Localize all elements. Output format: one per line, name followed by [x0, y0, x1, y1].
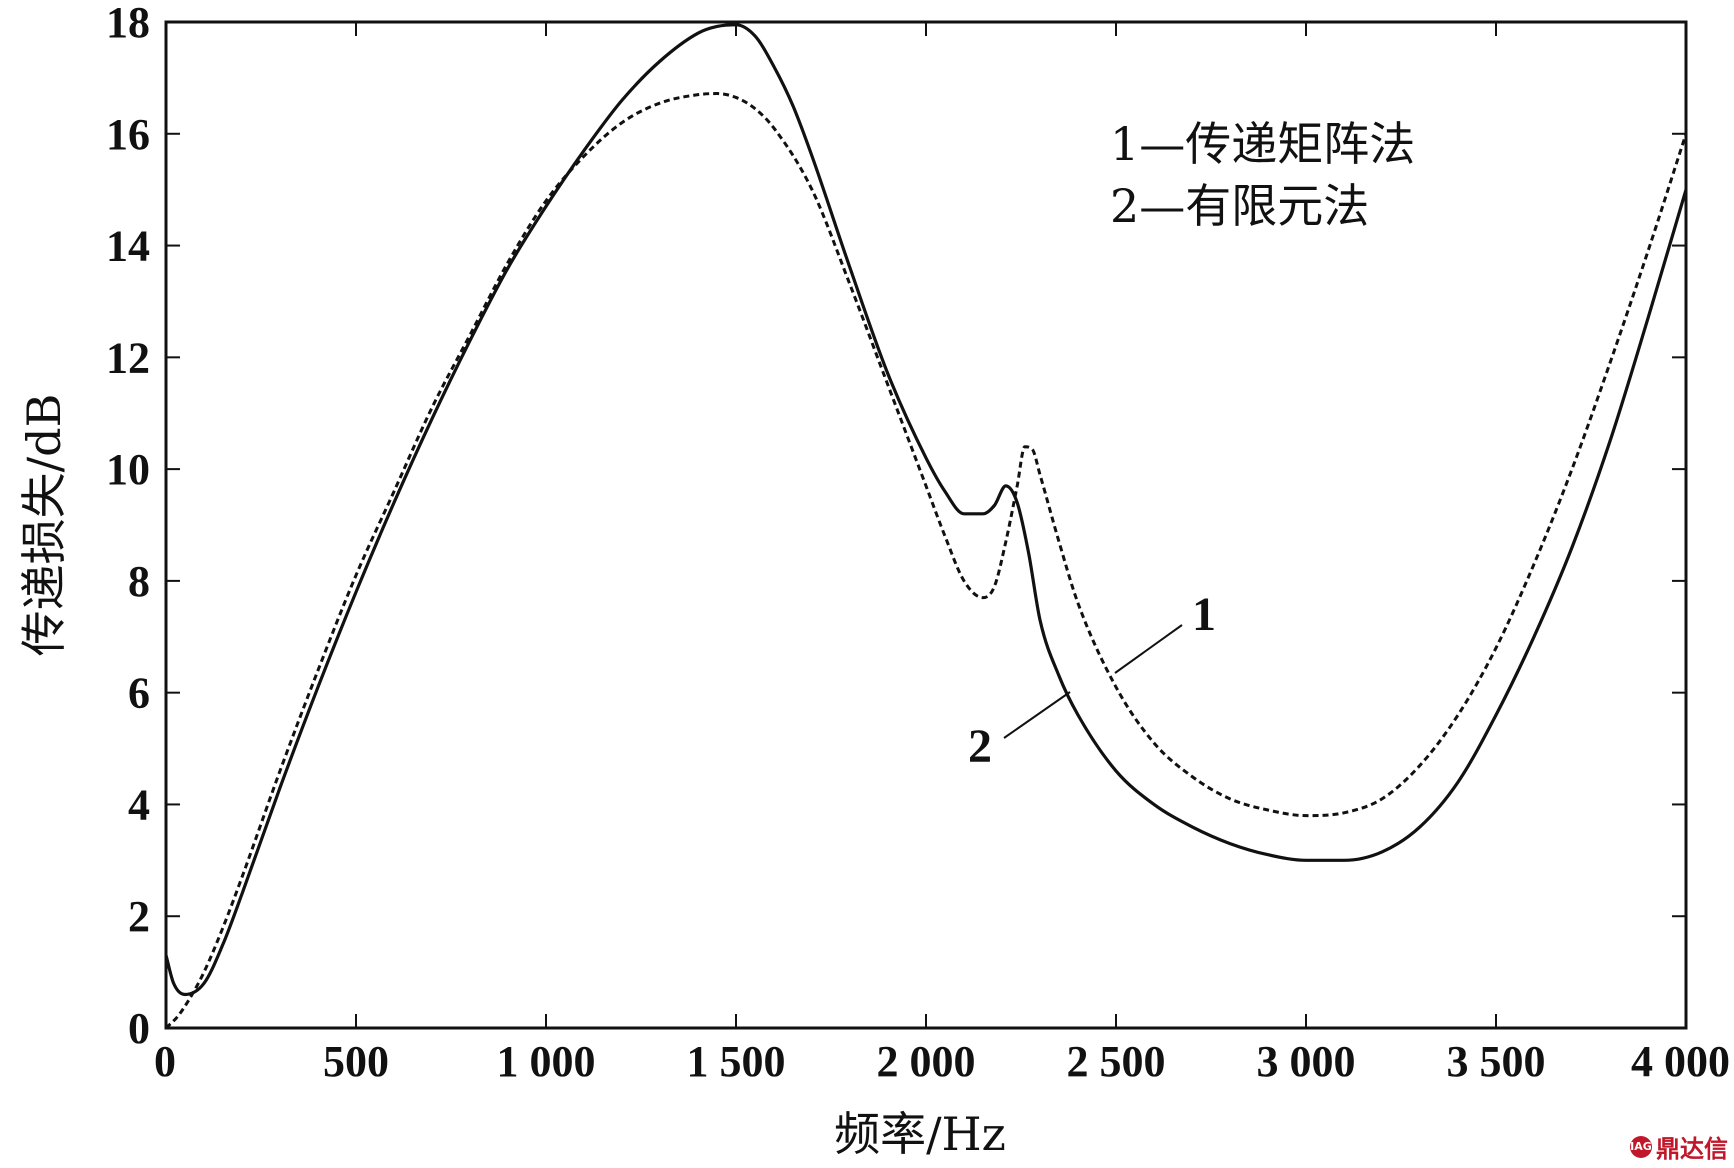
- annotation-label-1: 1: [1192, 588, 1216, 641]
- annotation-leader-2: [1003, 691, 1071, 739]
- x-axis-title: 频率/Hz: [834, 1107, 1006, 1161]
- x-tick-label: 3 000: [1257, 1037, 1356, 1086]
- logo-icon: IAG: [1630, 1135, 1652, 1158]
- y-tick-label: 14: [106, 222, 150, 271]
- watermark-logo: IAG 鼎达信: [1630, 1135, 1728, 1163]
- legend-entry-2: 2—有限元法: [1110, 179, 1369, 233]
- x-tick-label: 1 500: [687, 1037, 786, 1086]
- annotation-leader-1: [1114, 624, 1183, 674]
- y-axis-title: 传递损失/dB: [17, 394, 71, 657]
- plot-frame: [164, 20, 1688, 1030]
- y-tick-label: 18: [106, 0, 150, 47]
- x-tick-label: 3 500: [1447, 1037, 1546, 1086]
- annotation-label-2: 2: [968, 720, 992, 773]
- y-tick-label: 10: [106, 445, 150, 494]
- x-tick-label: 1 000: [497, 1037, 596, 1086]
- y-tick-label: 2: [128, 892, 150, 941]
- x-tick-label: 2 000: [877, 1037, 976, 1086]
- series-line-1: [164, 23, 1688, 997]
- y-tick-label: 6: [128, 669, 150, 718]
- legend-entry-1: 1—传递矩阵法: [1110, 117, 1415, 171]
- x-tick-label: 2 500: [1067, 1037, 1166, 1086]
- x-tick-label: 0: [154, 1037, 176, 1086]
- y-tick-label: 4: [128, 780, 150, 829]
- plot-marks: [164, 23, 1688, 1030]
- y-tick-label: 0: [128, 1004, 150, 1053]
- y-tick-label: 12: [106, 333, 150, 382]
- x-tick-label: 500: [323, 1037, 389, 1086]
- series-line-2: [164, 92, 1688, 1030]
- x-tick-label: 4 000: [1631, 1037, 1730, 1086]
- y-tick-label: 16: [106, 110, 150, 159]
- y-tick-label: 8: [128, 557, 150, 606]
- axis-ticks: 0 500 1 000 1 500 2 000 2 500 3 000 3 500 4 000 0…: [106, 0, 1730, 1086]
